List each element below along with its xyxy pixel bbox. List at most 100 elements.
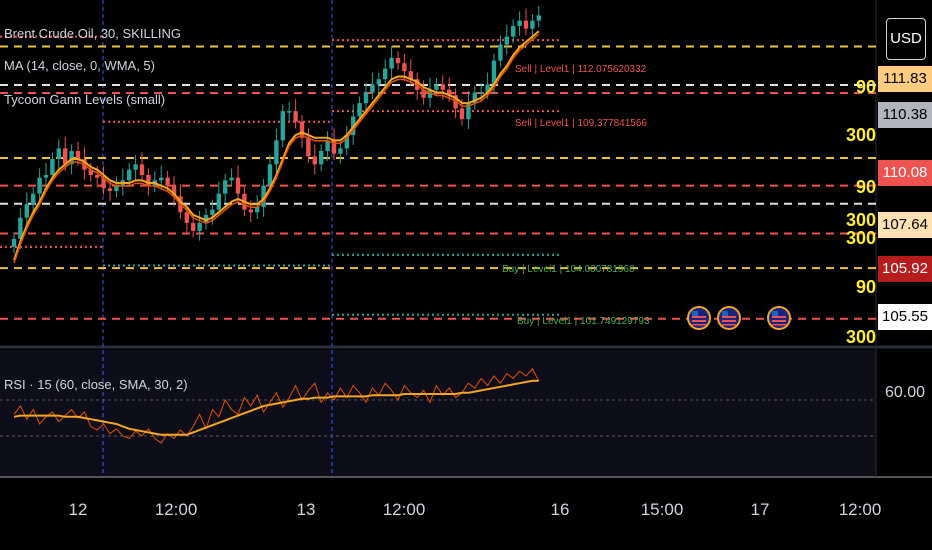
rsi-value-tag: 60.00 — [884, 384, 926, 401]
time-axis-label: 15:00 — [640, 500, 684, 519]
candle-body — [203, 214, 209, 223]
candle-body — [114, 185, 119, 191]
candle-body — [319, 151, 324, 165]
candle-body — [216, 193, 221, 210]
symbol-legend[interactable]: Brent Crude Oil, 30, SKILLING — [4, 26, 182, 41]
currency-button[interactable]: USD — [886, 18, 926, 60]
candle-body — [267, 164, 273, 186]
gann-level-label: 300 — [845, 327, 876, 347]
candle-body — [479, 92, 484, 94]
candle-body — [517, 20, 522, 26]
candle-body — [459, 108, 465, 120]
us-flag-icon[interactable] — [717, 306, 741, 330]
signal-level-label: Sell | Level1 | 109.377841566 — [515, 118, 647, 129]
time-axis-label: 12 — [68, 500, 88, 519]
candle-body — [280, 111, 285, 141]
candle-body — [325, 140, 330, 152]
candle-body — [504, 36, 509, 45]
candle-body — [536, 15, 541, 21]
flags[interactable] — [687, 306, 791, 330]
candle-body — [293, 111, 298, 122]
candle-body — [357, 103, 362, 117]
candle-body — [184, 212, 189, 223]
candle-body — [485, 84, 490, 93]
candle-body — [370, 84, 375, 93]
candle-body — [107, 188, 113, 191]
gann-level-label: 90 — [855, 177, 876, 197]
candle-body — [101, 177, 106, 189]
candle-body — [530, 20, 535, 29]
ma-line — [13, 30, 540, 264]
gann-level-label: 300 — [845, 210, 876, 230]
time-axis-label: 12:00 — [838, 500, 882, 519]
price-tag: 110.08 — [878, 160, 932, 186]
candle-body — [440, 84, 445, 90]
candle-body — [31, 193, 36, 205]
level-lines — [0, 35, 876, 320]
candle-body — [127, 169, 132, 181]
candle-body — [383, 68, 388, 80]
candle-body — [338, 148, 343, 154]
candle-body — [427, 89, 433, 98]
candle-body — [248, 209, 253, 213]
candle-body — [159, 177, 164, 181]
price-tag: 105.55 — [878, 304, 932, 330]
price-tag: 110.38 — [878, 102, 932, 128]
candle-body — [139, 164, 145, 175]
candle-body — [395, 57, 401, 64]
candle-body — [197, 222, 202, 231]
candle-body — [274, 140, 279, 165]
candle-body — [491, 60, 497, 85]
time-axis-label: 17 — [750, 500, 770, 519]
candle-body — [255, 206, 260, 213]
rsi-legend[interactable]: RSI · 15 (60, close, SMA, 30, 2) — [4, 377, 188, 392]
candle-body — [402, 63, 407, 72]
us-flag-icon[interactable] — [687, 306, 711, 330]
ma-legend[interactable]: MA (14, close, 0, WMA, 5) — [4, 58, 155, 73]
candle-body — [24, 204, 29, 218]
candle-body — [37, 177, 42, 194]
candle-body — [229, 177, 234, 181]
candle-body — [50, 159, 55, 175]
gann-level-label: 90 — [855, 277, 876, 297]
us-flag-icon[interactable] — [767, 306, 791, 330]
candle-body — [523, 20, 529, 29]
candle-body — [287, 111, 292, 113]
signal-level-label: Sell | Level1 | 112.075620332 — [515, 64, 647, 75]
gann-level-label: 300 — [845, 125, 876, 145]
time-axis-label: 12:00 — [154, 500, 198, 519]
candle-body — [88, 169, 93, 175]
candle-body — [363, 92, 369, 104]
gann-level-label: 90 — [855, 77, 876, 97]
rsi-sma-line — [13, 379, 539, 436]
price-tag: 111.83 — [878, 66, 932, 92]
candle-body — [389, 57, 394, 69]
candle-body — [511, 25, 516, 37]
gann-level-label: 300 — [845, 228, 876, 248]
candle-body — [261, 185, 266, 207]
candle-body — [43, 175, 49, 178]
candle-body — [69, 151, 74, 165]
candle-body — [133, 164, 138, 170]
rsi-pane-bg — [0, 350, 876, 476]
candle-body — [434, 84, 439, 90]
candle-body — [210, 209, 215, 215]
signal-level-label: Buy | Level1 | 104.000781968 — [502, 264, 635, 275]
session-lines — [102, 0, 333, 477]
candle-body — [63, 148, 68, 165]
candle-body — [306, 137, 311, 157]
time-axis-label: 12:00 — [382, 500, 426, 519]
candle-body — [344, 135, 349, 149]
candle-body — [191, 222, 196, 231]
candle-body — [171, 185, 177, 197]
candle-body — [331, 140, 337, 154]
time-axis-label: 13 — [296, 500, 316, 519]
candle-body — [408, 71, 413, 80]
candle-body — [447, 89, 452, 96]
rsi-raw-line — [13, 367, 540, 444]
candle-body — [223, 180, 228, 194]
gann-legend[interactable]: Tycoon Gann Levels (small) — [4, 92, 166, 107]
candle-body — [453, 95, 458, 109]
